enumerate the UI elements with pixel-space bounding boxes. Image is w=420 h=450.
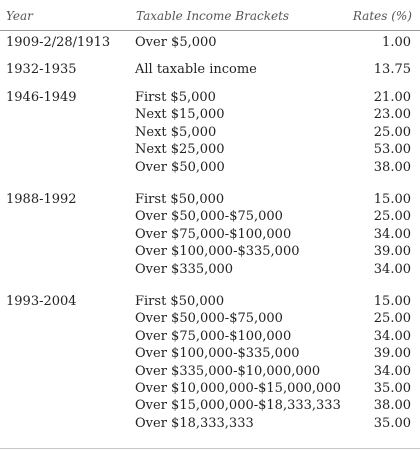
rate-cell: 39.00 [373, 244, 411, 260]
table-header: Year Taxable Income Brackets Rates (%) [0, 0, 420, 31]
rate-cell: 38.00 [373, 398, 411, 414]
table-row: Over $5,000 1.00 [0, 35, 420, 52]
group-year: 1946-1949 [6, 90, 77, 105]
bracket-cell: Next $25,000 [135, 142, 225, 158]
rate-cell: 34.00 [373, 261, 411, 277]
table-group: 1946-1949 First $5,000 21.00 Next $15,00… [0, 90, 420, 177]
rate-cell: 34.00 [373, 226, 411, 242]
bracket-cell: Over $100,000-$335,000 [135, 244, 300, 260]
rate-cell: 25.00 [373, 311, 411, 327]
table-row: Next $15,000 23.00 [0, 107, 420, 124]
table-row: Next $5,000 25.00 [0, 125, 420, 142]
bracket-cell: Over $50,000-$75,000 [135, 209, 283, 225]
rate-cell: 15.00 [373, 294, 411, 309]
table-row: First $50,000 15.00 [0, 192, 420, 209]
group-year: 1993-2004 [6, 294, 77, 309]
table-row: Over $18,333,333 35.00 [0, 416, 420, 433]
table-row: All taxable income 13.75 [0, 62, 420, 79]
table-group: 1932-1935 All taxable income 13.75 [0, 62, 420, 79]
bracket-cell: First $50,000 [135, 294, 225, 309]
bracket-cell: Next $5,000 [135, 124, 217, 140]
table-row: First $5,000 21.00 [0, 90, 420, 107]
bracket-cell: Over $15,000,000-$18,333,333 [135, 398, 341, 414]
rate-cell: 34.00 [373, 328, 411, 344]
group-year: 1932-1935 [6, 62, 77, 77]
bracket-cell: First $50,000 [135, 192, 225, 207]
bracket-cell: Over $335,000 [135, 261, 234, 277]
table-row: Over $10,000,000-$15,000,000 35.00 [0, 381, 420, 398]
bracket-cell: Over $10,000,000-$15,000,000 [135, 380, 341, 396]
rate-cell: 13.75 [373, 62, 411, 77]
rate-cell: 38.00 [373, 159, 411, 175]
group-year: 1988-1992 [6, 192, 77, 207]
table-row: First $50,000 15.00 [0, 294, 420, 311]
table-row: Over $50,000 38.00 [0, 160, 420, 177]
rate-cell: 21.00 [373, 90, 411, 105]
table-row: Over $50,000-$75,000 25.00 [0, 311, 420, 328]
bracket-cell: All taxable income [135, 62, 257, 77]
bracket-cell: Over $50,000-$75,000 [135, 311, 283, 327]
bracket-cell: First $5,000 [135, 90, 216, 105]
table-row: Over $50,000-$75,000 25.00 [0, 209, 420, 226]
rate-cell: 35.00 [373, 380, 411, 396]
rate-cell: 15.00 [373, 192, 411, 207]
bracket-cell: Over $75,000-$100,000 [135, 328, 292, 344]
bracket-cell: Over $100,000-$335,000 [135, 346, 300, 362]
rate-cell: 25.00 [373, 124, 411, 140]
header-year: Year [6, 9, 33, 23]
rate-cell: 35.00 [373, 415, 411, 431]
table-row: Over $75,000-$100,000 34.00 [0, 329, 420, 346]
table-row: Over $15,000,000-$18,333,333 38.00 [0, 398, 420, 415]
bracket-cell: Over $50,000 [135, 159, 225, 175]
table-group: 1909-2/28/1913 Over $5,000 1.00 [0, 35, 420, 52]
bracket-cell: Over $335,000-$10,000,000 [135, 363, 321, 379]
table-row: Over $100,000-$335,000 39.00 [0, 244, 420, 261]
table-row: Over $335,000-$10,000,000 34.00 [0, 364, 420, 381]
table-row: Over $335,000 34.00 [0, 262, 420, 279]
bracket-cell: Over $5,000 [135, 35, 217, 50]
rate-cell: 34.00 [373, 363, 411, 379]
header-brackets: Taxable Income Brackets [136, 9, 290, 23]
rate-cell: 23.00 [373, 107, 411, 123]
table-row: Over $100,000-$335,000 39.00 [0, 346, 420, 363]
bracket-cell: Over $75,000-$100,000 [135, 226, 292, 242]
header-rates: Rates (%) [352, 9, 412, 23]
rate-cell: 1.00 [382, 35, 411, 50]
table-row: Over $75,000-$100,000 34.00 [0, 227, 420, 244]
rate-cell: 39.00 [373, 346, 411, 362]
table-group: 1988-1992 First $50,000 15.00 Over $50,0… [0, 192, 420, 279]
group-year: 1909-2/28/1913 [6, 35, 111, 50]
rate-cell: 53.00 [373, 142, 411, 158]
bracket-cell: Over $18,333,333 [135, 415, 254, 431]
rate-cell: 25.00 [373, 209, 411, 225]
bottom-divider [0, 448, 420, 449]
table-row: Next $25,000 53.00 [0, 142, 420, 159]
table-group: 1993-2004 First $50,000 15.00 Over $50,0… [0, 294, 420, 433]
bracket-cell: Next $15,000 [135, 107, 225, 123]
